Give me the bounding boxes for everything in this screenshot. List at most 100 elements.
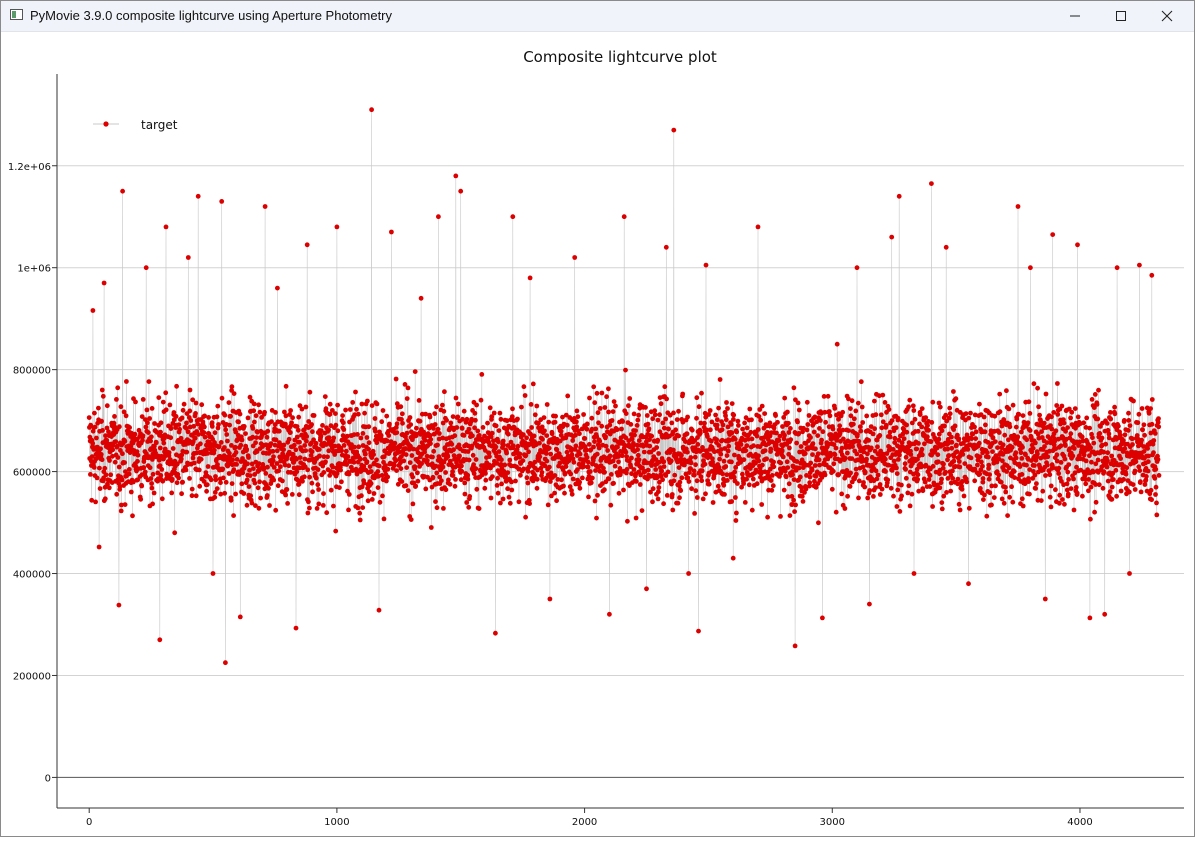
data-point xyxy=(465,476,471,482)
data-point xyxy=(204,488,210,494)
data-point xyxy=(1066,477,1071,482)
data-point xyxy=(910,461,915,466)
data-point xyxy=(548,479,553,484)
data-point xyxy=(433,499,438,504)
data-point xyxy=(464,416,470,422)
data-point xyxy=(1031,469,1036,474)
data-point xyxy=(694,478,700,484)
maximize-button[interactable] xyxy=(1098,1,1144,31)
data-point xyxy=(1143,477,1149,483)
data-point xyxy=(1058,421,1063,427)
data-point xyxy=(1113,467,1119,473)
data-point xyxy=(1141,422,1147,428)
data-point xyxy=(815,433,821,438)
data-point xyxy=(318,433,324,439)
data-point xyxy=(688,455,694,460)
data-point xyxy=(1149,272,1155,278)
data-point xyxy=(493,423,499,429)
data-point xyxy=(891,458,897,464)
data-point xyxy=(234,462,240,467)
data-point xyxy=(683,439,688,444)
data-point xyxy=(977,471,983,477)
data-point xyxy=(166,450,172,455)
data-point xyxy=(528,402,534,407)
data-point xyxy=(799,485,804,490)
data-point xyxy=(570,438,576,443)
data-point xyxy=(1105,458,1110,464)
data-point xyxy=(656,485,662,490)
data-point xyxy=(722,446,728,451)
data-point xyxy=(320,423,325,428)
data-point xyxy=(1000,458,1005,464)
data-point xyxy=(782,395,788,401)
data-point xyxy=(1153,484,1159,490)
data-point xyxy=(660,420,666,426)
data-point xyxy=(980,476,986,481)
data-point xyxy=(1010,402,1016,408)
data-point xyxy=(875,472,881,478)
data-point xyxy=(723,464,729,469)
data-point xyxy=(736,423,741,428)
close-button[interactable] xyxy=(1144,1,1190,31)
data-point xyxy=(702,420,707,426)
data-point xyxy=(546,445,552,451)
data-point xyxy=(554,498,559,504)
data-point xyxy=(1108,416,1114,422)
data-point xyxy=(1091,440,1097,446)
data-point xyxy=(716,405,721,411)
lightcurve-chart[interactable]: Composite lightcurve plot 02000004000006… xyxy=(1,32,1194,837)
data-point xyxy=(716,443,722,448)
data-point xyxy=(581,412,586,417)
data-point xyxy=(984,450,990,455)
data-point xyxy=(428,437,434,442)
data-point xyxy=(894,471,900,476)
data-point xyxy=(375,485,381,490)
data-point xyxy=(126,471,132,477)
data-point xyxy=(163,390,169,396)
data-point xyxy=(1101,469,1107,475)
data-point xyxy=(111,420,117,426)
data-point xyxy=(949,434,954,440)
data-point xyxy=(278,455,284,461)
data-point xyxy=(588,480,594,486)
data-point xyxy=(645,421,651,427)
data-point xyxy=(455,401,461,407)
data-point xyxy=(1087,615,1093,621)
data-point xyxy=(218,480,223,486)
data-point xyxy=(650,416,656,422)
data-point xyxy=(571,416,577,421)
data-point xyxy=(662,384,668,390)
data-point xyxy=(185,255,191,260)
data-point xyxy=(851,416,857,422)
data-point xyxy=(396,449,402,455)
data-point xyxy=(394,421,400,427)
minimize-button[interactable] xyxy=(1052,1,1098,31)
data-point xyxy=(636,412,641,418)
data-point xyxy=(424,453,430,459)
data-point xyxy=(205,464,211,469)
data-point xyxy=(813,484,819,490)
data-point xyxy=(1036,404,1041,410)
data-point xyxy=(520,458,526,464)
data-point xyxy=(593,468,598,473)
data-point xyxy=(1090,469,1096,475)
data-point xyxy=(1002,432,1008,438)
data-point xyxy=(619,453,625,459)
data-point xyxy=(940,465,946,471)
plot-area[interactable]: Composite lightcurve plot 0 200000 400000 6… xyxy=(1,32,1194,837)
data-point xyxy=(215,425,221,431)
data-point xyxy=(1034,481,1039,486)
data-point xyxy=(196,432,201,437)
data-point xyxy=(104,425,110,431)
data-point xyxy=(725,406,730,411)
data-point xyxy=(1027,491,1032,497)
data-point xyxy=(549,431,555,437)
data-point xyxy=(285,501,290,506)
data-point xyxy=(1050,232,1056,238)
data-point xyxy=(807,474,813,480)
data-point xyxy=(608,502,614,508)
data-point xyxy=(415,470,420,476)
data-point xyxy=(460,416,465,422)
data-point xyxy=(603,443,609,449)
data-point xyxy=(399,411,405,417)
